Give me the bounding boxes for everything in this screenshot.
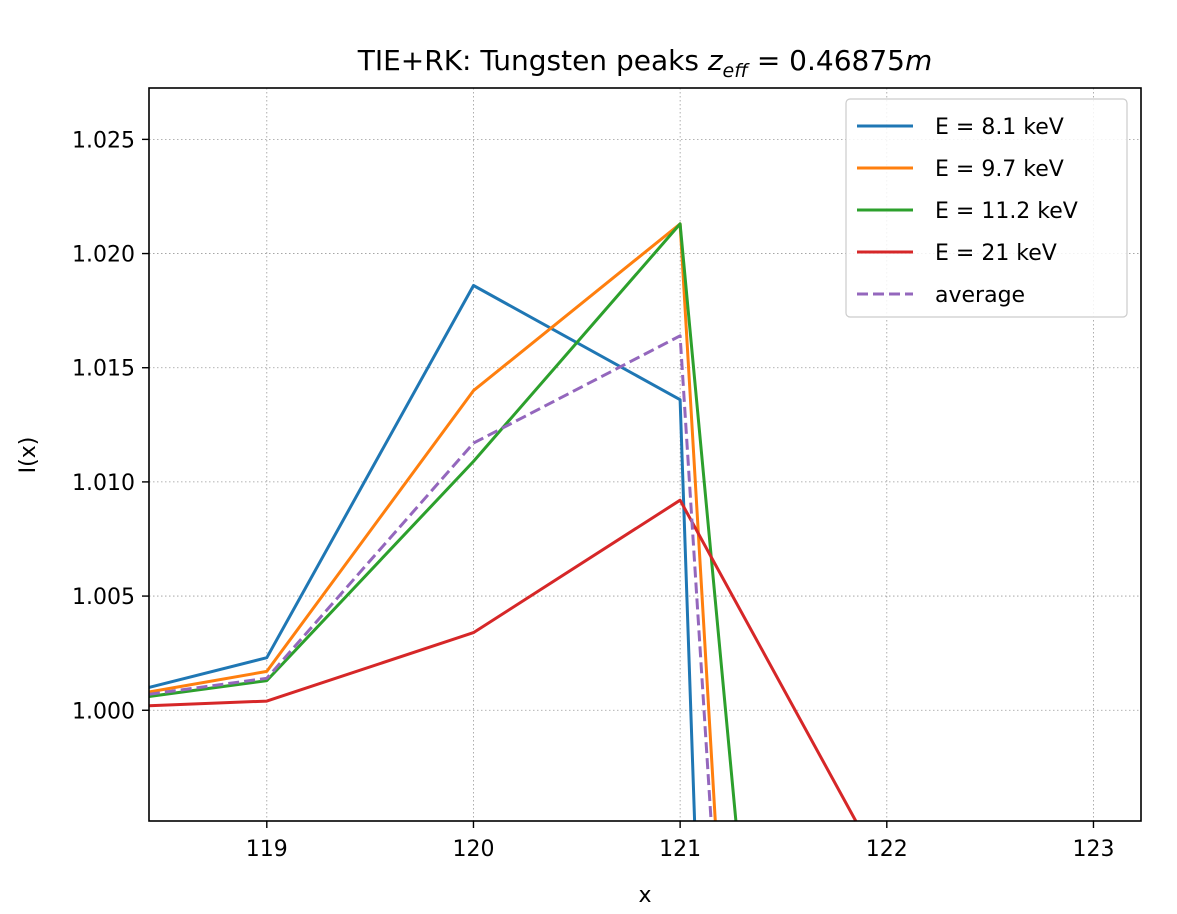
series-line-5	[148, 334, 713, 822]
x-tick-label: 121	[659, 837, 701, 862]
x-axis: 119 120 121 122 123	[246, 821, 1114, 862]
chart-title: TIE+RK: Tungsten peaks zeff = 0.46875m	[357, 44, 933, 82]
series-line-2	[148, 222, 717, 822]
x-tick-label: 120	[452, 837, 494, 862]
x-axis-title: x	[638, 883, 651, 908]
legend-label-1: E = 8.1 keV	[935, 115, 1064, 140]
legend-label-2: E = 9.7 keV	[935, 157, 1064, 182]
chart-title-prefix: TIE+RK: Tungsten peaks	[357, 44, 708, 77]
plot-frame	[148, 87, 1142, 822]
x-tick-label: 119	[246, 837, 288, 862]
y-axis: 1.000 1.005 1.010 1.015 1.020 1.025	[72, 128, 149, 724]
y-axis-title: I(x)	[16, 437, 41, 474]
series-line-3	[148, 222, 738, 822]
y-tick-label: 1.010	[72, 471, 135, 496]
chart-title-variable: z	[707, 44, 724, 77]
series-line-1	[148, 284, 697, 822]
x-tick-label: 123	[1072, 837, 1114, 862]
series-layer	[148, 222, 858, 822]
legend-label-4: E = 21 keV	[935, 241, 1057, 266]
legend-label-5: average	[935, 283, 1025, 308]
legend: E = 8.1 keV E = 9.7 keV E = 11.2 keV E = 21…	[845, 98, 1128, 318]
y-tick-label: 1.015	[72, 357, 135, 382]
series-line-4	[148, 498, 858, 822]
y-tick-label: 1.000	[72, 699, 135, 724]
legend-label-3: E = 11.2 keV	[935, 199, 1078, 224]
y-tick-label: 1.005	[72, 585, 135, 610]
y-tick-label: 1.025	[72, 128, 135, 153]
chart-title-subscript: eff	[723, 60, 751, 82]
y-tick-label: 1.020	[72, 243, 135, 268]
legend-box	[845, 98, 1128, 318]
chart-title-equation: = 0.46875	[748, 44, 905, 77]
chart-title-unit: m	[905, 44, 932, 77]
x-tick-label: 122	[866, 837, 908, 862]
